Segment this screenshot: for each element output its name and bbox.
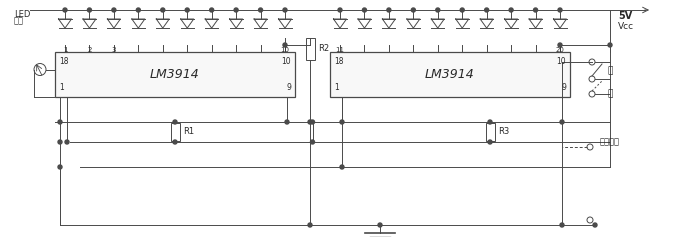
Circle shape: [436, 8, 440, 12]
Text: LM3914: LM3914: [425, 68, 475, 81]
Circle shape: [88, 8, 92, 12]
Circle shape: [387, 8, 391, 12]
Circle shape: [173, 140, 177, 144]
Text: 10: 10: [556, 57, 566, 66]
Circle shape: [488, 140, 492, 144]
Circle shape: [608, 43, 612, 47]
Bar: [330, 52, 570, 97]
Text: 1: 1: [59, 83, 64, 92]
Text: 输入信号: 输入信号: [600, 137, 620, 146]
Circle shape: [378, 223, 382, 227]
Circle shape: [283, 43, 287, 47]
Text: 10: 10: [281, 47, 290, 53]
Text: 1: 1: [334, 83, 339, 92]
Text: 9: 9: [561, 83, 566, 92]
Circle shape: [210, 8, 214, 12]
Text: LM3914: LM3914: [150, 68, 200, 81]
Circle shape: [560, 223, 564, 227]
Text: 3: 3: [111, 47, 116, 53]
Circle shape: [63, 8, 67, 12]
Text: Vᴄᴄ: Vᴄᴄ: [618, 22, 634, 31]
Circle shape: [308, 223, 312, 227]
Circle shape: [308, 120, 312, 124]
Circle shape: [258, 8, 262, 12]
Circle shape: [460, 8, 464, 12]
Text: 5V: 5V: [618, 11, 632, 21]
Circle shape: [161, 8, 164, 12]
Text: 18: 18: [334, 57, 344, 66]
Circle shape: [283, 8, 287, 12]
Bar: [486, 123, 494, 141]
Bar: [305, 37, 314, 59]
Circle shape: [112, 8, 116, 12]
Circle shape: [311, 120, 314, 124]
Circle shape: [338, 8, 342, 12]
Circle shape: [593, 223, 597, 227]
Text: R3: R3: [498, 128, 510, 137]
Circle shape: [363, 8, 366, 12]
Circle shape: [58, 140, 62, 144]
Circle shape: [558, 8, 562, 12]
Text: 线: 线: [607, 66, 612, 75]
Text: 2: 2: [88, 47, 92, 53]
Text: 点: 点: [607, 90, 612, 99]
Circle shape: [533, 8, 538, 12]
Text: 18: 18: [59, 57, 69, 66]
Text: 11: 11: [335, 47, 344, 53]
Text: 9: 9: [286, 83, 291, 92]
Bar: [171, 123, 179, 141]
Text: 芯片: 芯片: [14, 17, 24, 26]
Text: 20: 20: [556, 47, 564, 53]
Circle shape: [136, 8, 140, 12]
Circle shape: [186, 8, 189, 12]
Text: R2: R2: [318, 44, 329, 53]
Circle shape: [340, 165, 344, 169]
Text: 1: 1: [63, 47, 67, 53]
Circle shape: [58, 165, 62, 169]
Circle shape: [558, 43, 562, 47]
Circle shape: [173, 120, 177, 124]
Bar: [55, 52, 295, 97]
Circle shape: [484, 8, 489, 12]
Circle shape: [65, 140, 69, 144]
Text: R1: R1: [183, 128, 194, 137]
Text: 10: 10: [281, 57, 291, 66]
Circle shape: [285, 120, 289, 124]
Circle shape: [560, 120, 564, 124]
Circle shape: [340, 120, 344, 124]
Circle shape: [509, 8, 513, 12]
Circle shape: [311, 140, 314, 144]
Circle shape: [412, 8, 415, 12]
Circle shape: [58, 120, 62, 124]
Circle shape: [488, 120, 492, 124]
Text: LED: LED: [14, 9, 30, 18]
Circle shape: [234, 8, 238, 12]
